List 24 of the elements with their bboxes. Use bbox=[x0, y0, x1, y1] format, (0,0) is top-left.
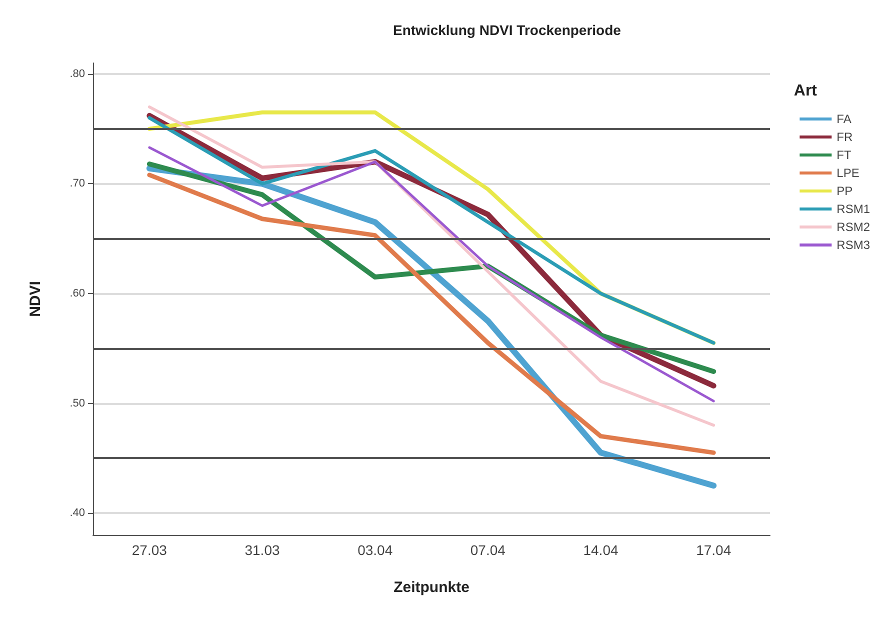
x-tick-label: 27.03 bbox=[132, 542, 168, 558]
y-axis-title: NDVI bbox=[27, 281, 44, 317]
legend-label: LPE bbox=[836, 166, 860, 180]
legend-label: RSM2 bbox=[836, 220, 870, 234]
legend-label: RSM3 bbox=[836, 238, 870, 252]
y-tick-label: .50 bbox=[70, 397, 85, 410]
x-axis-title: Zeitpunkte bbox=[394, 579, 470, 596]
x-tick-label: 17.04 bbox=[696, 542, 732, 558]
x-tick-label: 31.03 bbox=[244, 542, 280, 558]
x-tick-label: 07.04 bbox=[470, 542, 506, 558]
legend-label: PP bbox=[836, 184, 853, 198]
y-tick-label: .60 bbox=[70, 288, 85, 300]
y-tick-label: .40 bbox=[70, 507, 85, 520]
legend-label: FA bbox=[836, 112, 852, 126]
y-tick-label: .80 bbox=[70, 68, 85, 80]
chart-title: Entwicklung NDVI Trockenperiode bbox=[393, 22, 622, 38]
x-tick-label: 14.04 bbox=[583, 542, 618, 558]
y-tick-label: .70 bbox=[70, 178, 85, 190]
legend-label: FT bbox=[836, 148, 852, 162]
legend-title: Art bbox=[794, 82, 818, 100]
line-series bbox=[148, 146, 715, 402]
legend-label: FR bbox=[836, 130, 853, 144]
legend-label: RSM1 bbox=[836, 202, 870, 216]
x-tick-label: 03.04 bbox=[358, 542, 393, 558]
